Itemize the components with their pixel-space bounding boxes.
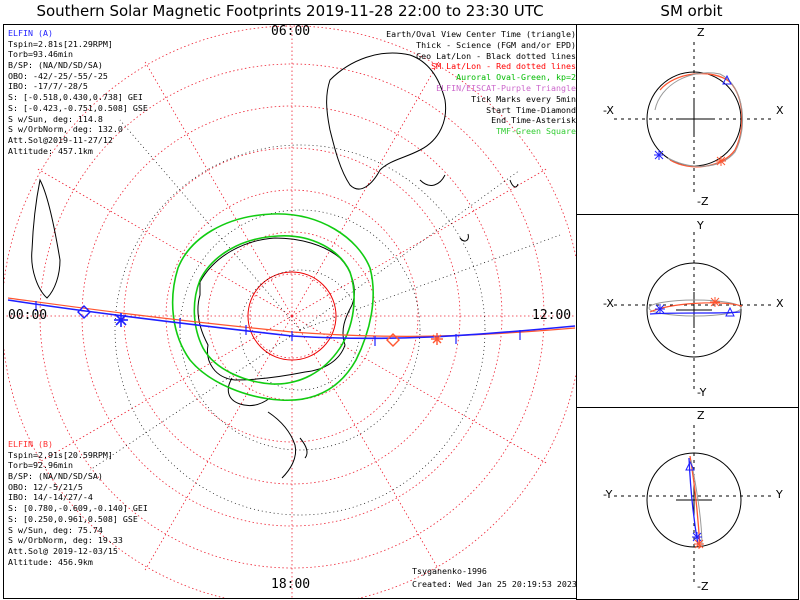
info-line: Tspin=2.91s[20.59RPM] (8, 449, 113, 460)
info-line: S w/Sun, deg: 114.8 (8, 113, 103, 124)
info-line: Att.Sol@ 2019-12-03/15 (8, 545, 118, 556)
info-line: Altitude: 457.1km (8, 145, 93, 156)
info-line: B/SP: (NA/ND/SD/SA) (8, 471, 103, 482)
panel1-right-label: X (776, 104, 784, 117)
panel2-right-label: X (776, 297, 784, 310)
panel1-left-label: -X (603, 104, 614, 117)
info-line: Torb=93.46min (8, 49, 73, 60)
info-line: IBO: 14/-14/27/-4 (8, 492, 93, 503)
orbit-panels (576, 24, 799, 600)
footer-author: Tsyganenko-1996 (412, 566, 487, 576)
elfin-b-start-diamond (386, 333, 400, 347)
sm-pole-ring (247, 271, 337, 361)
legend-item: Thick - Science (FGM and/or EPD) (416, 39, 576, 50)
legend-item: TMF-Green Square (496, 126, 576, 137)
info-line: Att.Sol@2019-11-27/12 (8, 134, 113, 145)
legend-item: ELFIN/EISCAT-Purple Triangle (436, 82, 576, 93)
map-label-right: 12:00 (532, 308, 572, 323)
info-line: OBO: 12/-5/21/5 (8, 481, 83, 492)
info-line: OBO: -42/-25/-55/-25 (8, 70, 108, 81)
panel2-bottom-label: -Y (697, 386, 707, 399)
legend-item: Tick Marks every 5min (471, 93, 576, 104)
info-line: S w/OrbNorm, deg: 19.33 (8, 535, 123, 546)
legend-item: End Time-Asterisk (491, 115, 576, 126)
orbit-panel-yz (614, 425, 774, 582)
info-line: S w/Sun, deg: 75.74 (8, 524, 103, 535)
info-line: Tspin=2.81s[21.29RPM] (8, 38, 113, 49)
panel2-top-label: Y (697, 219, 704, 232)
legend-item: Start Time-Diamond (486, 104, 576, 115)
sm-longitude-lines (4, 25, 576, 598)
info-line: S: [-0.518,0.430,0.738] GEI (8, 92, 143, 103)
panel3-bottom-label: -Z (697, 580, 709, 593)
info-line: Torb=92.96min (8, 460, 73, 471)
map-label-left: 00:00 (8, 308, 48, 323)
elfin-a-name: ELFIN (A) (8, 28, 53, 38)
map-label-top: 06:00 (271, 24, 311, 39)
panel3-top-label: Z (697, 409, 705, 422)
elfin-b-end-asterisk (431, 333, 443, 345)
panel2-left-label: -X (603, 297, 614, 310)
orbit-panel-xy (614, 232, 774, 390)
panel1-bottom-label: -Z (697, 195, 709, 208)
polar-map (3, 24, 577, 599)
info-line: IBO: -17/7/-28/5 (8, 81, 88, 92)
info-line: S: [-0.423,-0.751,0.508] GSE (8, 102, 148, 113)
elfin-a-start-diamond (77, 305, 91, 319)
legend-item: SM Lat/Lon - Red dotted lines (431, 61, 576, 72)
page-title: Southern Solar Magnetic Footprints 2019-… (36, 2, 544, 20)
panel1-top-label: Z (697, 26, 705, 39)
legend-item: Earth/Oval View Center Time (triangle) (386, 29, 576, 39)
info-line: S: [0.250,0.961,0.508] GSE (8, 513, 138, 524)
track-ticks (35, 301, 521, 346)
auroral-oval (171, 213, 374, 402)
legend-item: Auroral Oval-Green, kp=2 (456, 72, 576, 83)
orbit-title: SM orbit (660, 2, 723, 20)
elfin-b-info: ELFIN (B) Tspin=2.91s[20.59RPM] Torb=92.… (8, 439, 148, 567)
map-legend: Earth/Oval View Center Time (triangle) T… (386, 29, 576, 137)
orbit-panel-xz (614, 42, 774, 196)
panel3-left-label: -Y (603, 488, 613, 501)
legend-item: Geo Lat/Lon - Black dotted lines (416, 50, 576, 61)
map-label-bottom: 18:00 (271, 577, 311, 592)
coastlines (31, 52, 519, 479)
panel3-right-label: Y (776, 488, 783, 501)
elfin-a-info: ELFIN (A) Tspin=2.81s[21.29RPM] Torb=93.… (8, 28, 148, 156)
info-line: S: [0.780,-0.609,-0.140] GEI (8, 503, 148, 514)
info-line: Altitude: 456.9km (8, 556, 93, 567)
footer-created: Created: Wed Jan 25 20:19:53 2023 (412, 579, 577, 589)
info-line: B/SP: (NA/ND/SD/SA) (8, 60, 103, 71)
info-line: S w/OrbNorm, deg: 132.0 (8, 124, 123, 135)
elfin-b-name: ELFIN (B) (8, 439, 53, 449)
elfin-a-end-asterisk (114, 313, 128, 327)
